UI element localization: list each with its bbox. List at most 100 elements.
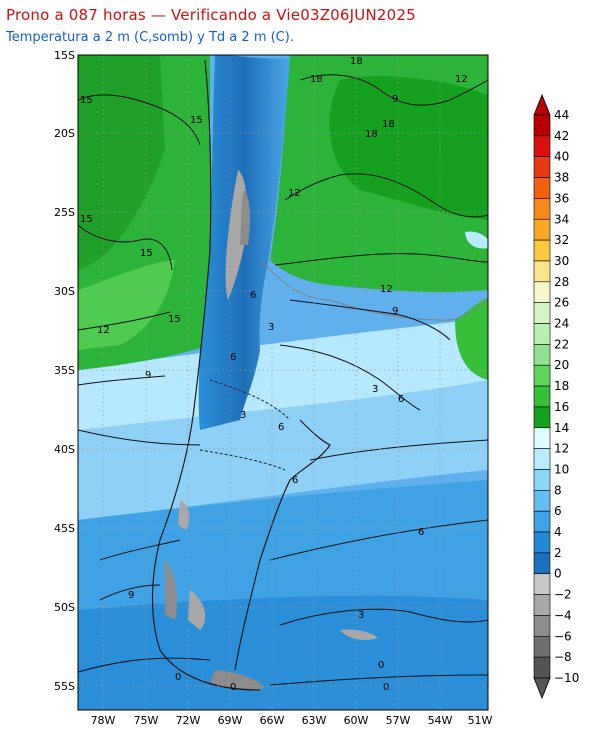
contour-label: 0 xyxy=(230,682,236,693)
colorbar-label: −8 xyxy=(554,650,572,664)
contour-label: 9 xyxy=(128,590,134,601)
longitude-axis: 78W 75W 72W 69W 66W 63W 60W 57W 54W 51W xyxy=(91,714,493,727)
contour-labels: 15 15 15 15 18 18 18 18 12 12 12 12 15 9… xyxy=(80,56,468,693)
colorbar-swatch xyxy=(533,448,551,470)
contour-label: 0 xyxy=(175,672,181,683)
lon-tick-label: 69W xyxy=(218,714,243,727)
lon-tick-label: 57W xyxy=(386,714,411,727)
lat-tick-label: 35S xyxy=(54,364,75,377)
colorbar-label: 44 xyxy=(554,108,569,122)
colorbar-label: −6 xyxy=(554,629,572,643)
colorbar-label: 38 xyxy=(554,171,569,185)
colorbar-bottom-arrow xyxy=(533,677,551,700)
colorbar-label: 6 xyxy=(554,504,562,518)
lat-tick-label: 45S xyxy=(54,522,75,535)
map-title: Prono a 087 horas — Verificando a Vie03Z… xyxy=(6,6,416,24)
colorbar-swatch xyxy=(533,364,551,387)
colorbar-swatch xyxy=(533,510,551,533)
contour-label: 6 xyxy=(278,422,284,433)
colorbar-swatch xyxy=(533,552,551,575)
colorbar-swatch xyxy=(533,302,551,324)
colorbar-swatch xyxy=(533,198,551,220)
colorbar-swatch xyxy=(533,469,551,491)
contour-label: 18 xyxy=(365,129,378,140)
colorbar-label: 30 xyxy=(554,254,569,268)
colorbar-swatch xyxy=(533,573,551,595)
lon-tick-label: 63W xyxy=(302,714,327,727)
colorbar-swatch xyxy=(533,490,551,512)
contour-label: 6 xyxy=(398,394,404,405)
colorbar-label: 40 xyxy=(554,150,569,164)
colorbar-label: 16 xyxy=(554,400,569,414)
colorbar-swatch xyxy=(533,635,551,658)
contour-label: 15 xyxy=(168,314,181,325)
colorbar-label: 8 xyxy=(554,483,562,497)
lat-tick-label: 20S xyxy=(54,127,75,140)
colorbar-label: −10 xyxy=(554,671,579,685)
colorbar-top-arrow xyxy=(533,93,551,116)
colorbar-label: 22 xyxy=(554,337,569,351)
colorbar-swatch xyxy=(533,281,551,303)
map-subtitle: Temperatura a 2 m (C,somb) y Td a 2 m (C… xyxy=(6,30,294,45)
lon-tick-label: 75W xyxy=(134,714,159,727)
map-area: 15 15 15 15 18 18 18 18 12 12 12 12 15 9… xyxy=(78,55,488,710)
colorbar-swatch xyxy=(533,323,551,345)
colorbar-label: 32 xyxy=(554,233,569,247)
colorbar-swatch xyxy=(533,218,551,241)
contour-label: 0 xyxy=(383,682,389,693)
colorbar-swatch xyxy=(533,615,551,637)
colorbar-swatch xyxy=(533,156,551,178)
colorbar-label: 36 xyxy=(554,191,569,205)
contour-label: 18 xyxy=(350,56,363,67)
colorbar-swatch xyxy=(533,135,551,158)
colorbar-label: 18 xyxy=(554,379,569,393)
colorbar-label: 34 xyxy=(554,212,569,226)
colorbar: 4442403836343230282624222018161412108642… xyxy=(533,93,579,700)
contour-label: 3 xyxy=(240,410,246,421)
colorbar-label: 0 xyxy=(554,567,562,581)
colorbar-label: 10 xyxy=(554,462,569,476)
colorbar-swatch xyxy=(533,114,551,137)
contour-label: 9 xyxy=(392,94,398,105)
contour-label: 3 xyxy=(372,384,378,395)
contour-label: 9 xyxy=(145,370,151,381)
lat-tick-label: 40S xyxy=(54,443,75,456)
colorbar-swatch xyxy=(533,177,551,199)
colorbar-label: 28 xyxy=(554,275,569,289)
contour-label: 0 xyxy=(378,660,384,671)
contour-label: 9 xyxy=(392,306,398,317)
contour-label: 12 xyxy=(97,325,110,336)
contour-label: 12 xyxy=(380,284,393,295)
lon-tick-label: 54W xyxy=(428,714,453,727)
contour-label: 15 xyxy=(80,214,93,225)
lat-tick-label: 55S xyxy=(54,680,75,693)
lon-tick-label: 72W xyxy=(176,714,201,727)
colorbar-swatch xyxy=(533,594,551,616)
contour-label: 12 xyxy=(455,74,468,85)
lon-tick-label: 51W xyxy=(468,714,493,727)
contour-label: 15 xyxy=(140,248,153,259)
contour-label: 3 xyxy=(358,610,364,621)
contour-label: 3 xyxy=(268,322,274,333)
contour-label: 15 xyxy=(190,115,203,126)
colorbar-label: 12 xyxy=(554,442,569,456)
colorbar-swatch xyxy=(533,406,551,429)
lat-tick-label: 30S xyxy=(54,285,75,298)
contour-label: 15 xyxy=(80,95,93,106)
lon-tick-label: 78W xyxy=(91,714,116,727)
contour-label: 6 xyxy=(230,352,236,363)
colorbar-label: 14 xyxy=(554,421,569,435)
contour-label: 12 xyxy=(288,188,301,199)
colorbar-swatch xyxy=(533,260,551,283)
colorbar-label: 4 xyxy=(554,525,562,539)
colorbar-label: 20 xyxy=(554,358,569,372)
lat-tick-label: 15S xyxy=(54,49,75,62)
graticule xyxy=(78,55,488,710)
lon-tick-label: 66W xyxy=(260,714,285,727)
lon-tick-label: 60W xyxy=(344,714,369,727)
colorbar-swatch xyxy=(533,427,551,449)
colorbar-swatch xyxy=(533,385,551,408)
lat-tick-label: 50S xyxy=(54,601,75,614)
contour-label: 6 xyxy=(418,527,424,538)
